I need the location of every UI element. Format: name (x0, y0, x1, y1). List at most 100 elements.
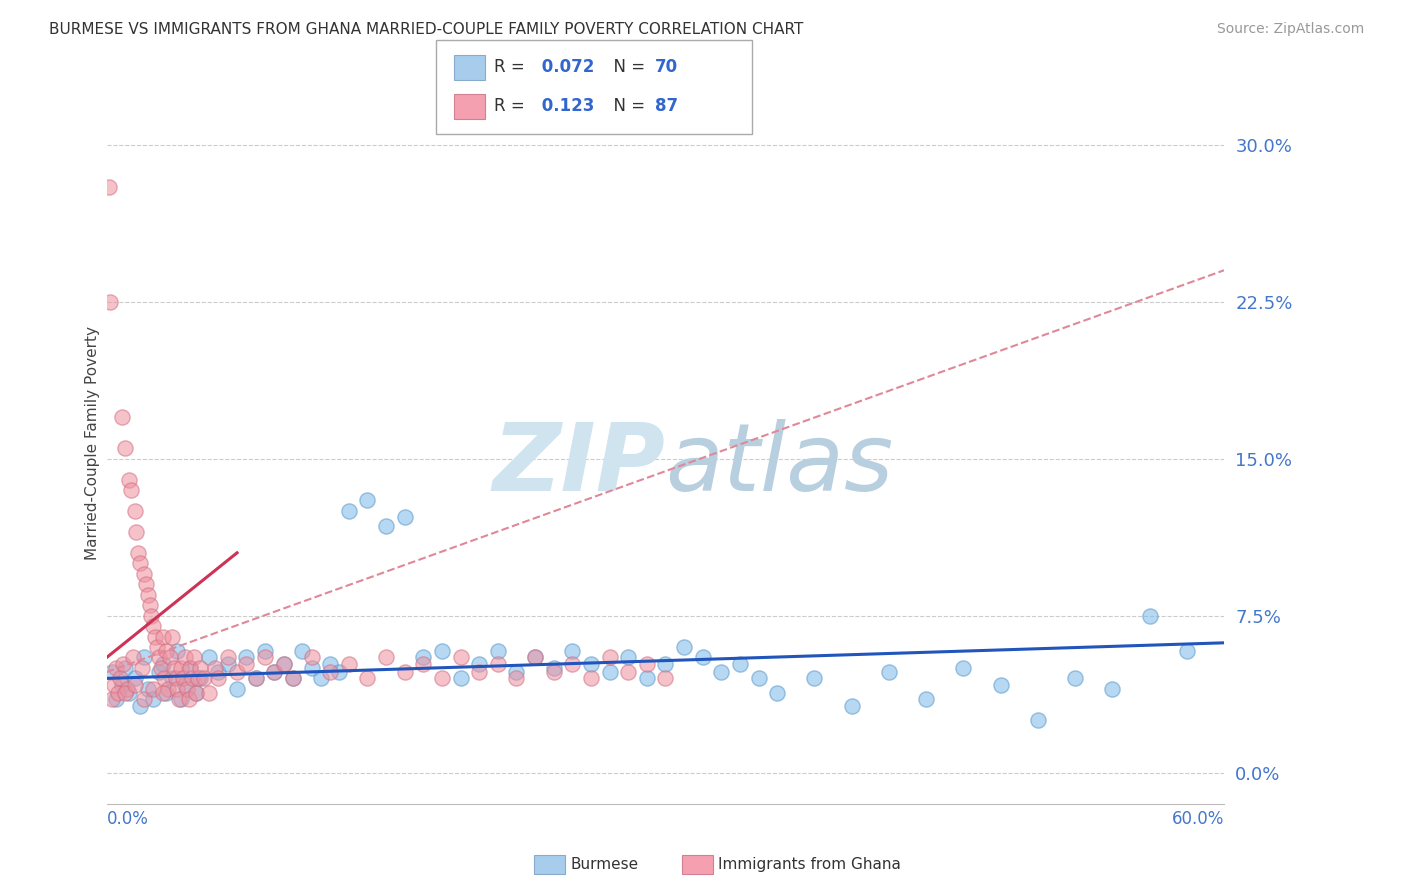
Point (163, 661, 186, 675)
Point (412, 650, 434, 665)
Point (450, 672, 472, 686)
Point (184, 686, 207, 700)
Point (226, 681, 249, 696)
Point (166, 681, 188, 696)
Point (505, 672, 527, 686)
Point (112, 657, 135, 671)
Point (110, 409, 132, 424)
Point (100, 294, 122, 309)
Point (375, 518, 398, 533)
Point (375, 650, 398, 665)
Point (124, 672, 146, 686)
Point (579, 657, 602, 671)
Point (155, 644, 177, 658)
Point (124, 678, 146, 692)
Point (204, 661, 226, 675)
Point (672, 640, 695, 654)
Point (654, 657, 676, 671)
Point (101, 692, 124, 706)
Point (245, 672, 267, 686)
Point (524, 650, 547, 665)
Text: Burmese: Burmese (571, 857, 638, 871)
Point (486, 657, 509, 671)
Point (143, 630, 166, 644)
Point (692, 650, 714, 665)
Point (468, 665, 491, 679)
Point (176, 681, 198, 696)
Point (129, 698, 152, 713)
Point (152, 657, 174, 671)
Point (599, 650, 621, 665)
Point (990, 678, 1012, 692)
Point (841, 698, 863, 713)
Point (803, 672, 825, 686)
Point (179, 661, 201, 675)
Text: N =: N = (603, 97, 651, 115)
Point (766, 686, 789, 700)
Point (101, 665, 124, 679)
Point (105, 661, 128, 675)
Point (198, 686, 221, 700)
Point (187, 672, 209, 686)
Point (217, 657, 239, 671)
Point (337, 657, 360, 671)
Point (172, 672, 194, 686)
Point (131, 661, 153, 675)
Point (135, 577, 157, 591)
Point (155, 686, 177, 700)
Point (136, 588, 159, 602)
Point (125, 524, 148, 539)
Point (226, 665, 249, 679)
Point (747, 672, 769, 686)
Point (179, 661, 201, 675)
Point (157, 681, 180, 696)
Point (1101, 681, 1123, 696)
Point (193, 672, 215, 686)
Point (103, 678, 125, 692)
Text: atlas: atlas (665, 419, 894, 510)
Point (617, 650, 640, 665)
Text: 70: 70 (655, 59, 678, 77)
Point (207, 672, 229, 686)
Point (235, 657, 257, 671)
Point (148, 665, 170, 679)
Point (337, 504, 360, 518)
Point (636, 672, 658, 686)
Point (394, 510, 416, 524)
Point (169, 692, 191, 706)
Point (263, 665, 285, 679)
Point (114, 686, 136, 700)
Point (450, 650, 472, 665)
Point (1026, 713, 1049, 727)
Point (152, 630, 174, 644)
Point (617, 665, 640, 679)
Point (198, 650, 221, 665)
Point (394, 665, 416, 679)
Point (253, 644, 276, 658)
Point (235, 650, 257, 665)
Point (132, 692, 155, 706)
Point (105, 692, 128, 706)
Point (412, 657, 434, 671)
Point (877, 665, 900, 679)
Point (142, 692, 165, 706)
Point (118, 686, 141, 700)
Point (170, 692, 193, 706)
Point (1175, 644, 1198, 658)
Point (728, 657, 751, 671)
Point (561, 644, 583, 658)
Point (217, 650, 239, 665)
Text: 0.0%: 0.0% (107, 810, 149, 829)
Point (114, 441, 136, 455)
Text: Source: ZipAtlas.com: Source: ZipAtlas.com (1216, 22, 1364, 37)
Point (952, 661, 974, 675)
Point (291, 644, 314, 658)
Point (486, 644, 509, 658)
Point (129, 556, 152, 570)
Point (97, 179, 120, 194)
Point (183, 650, 205, 665)
Point (115, 681, 138, 696)
Point (543, 661, 565, 675)
Point (599, 665, 621, 679)
Point (281, 672, 304, 686)
